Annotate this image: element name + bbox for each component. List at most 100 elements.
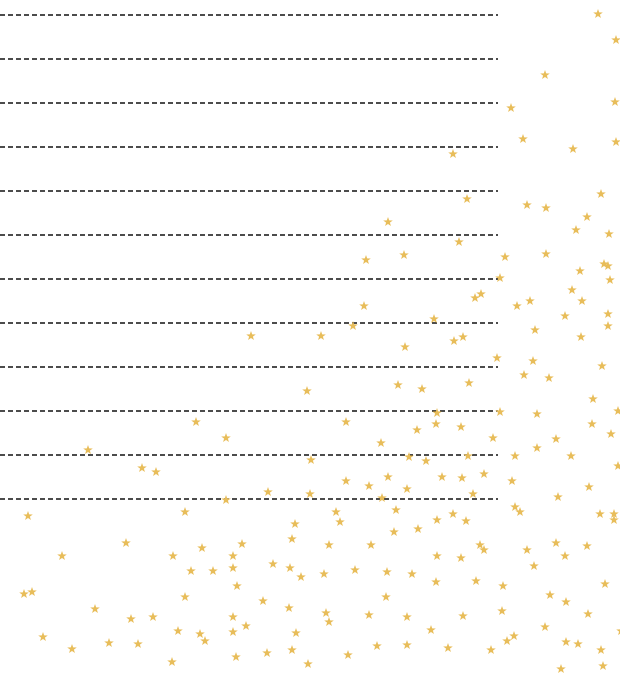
star-icon (509, 631, 519, 641)
star-icon (448, 149, 458, 159)
star-icon (573, 639, 583, 649)
star-icon (121, 538, 131, 548)
star-icon (382, 567, 392, 577)
star-icon (432, 408, 442, 418)
star-icon (443, 643, 453, 653)
star-icon (556, 664, 566, 674)
star-icon (506, 103, 516, 113)
star-icon (597, 361, 607, 371)
star-icon (571, 225, 581, 235)
star-icon (519, 370, 529, 380)
star-icon (544, 373, 554, 383)
star-icon (296, 572, 306, 582)
star-icon (23, 511, 33, 521)
star-icon (457, 473, 467, 483)
star-icon (532, 443, 542, 453)
star-icon (551, 434, 561, 444)
star-icon (383, 472, 393, 482)
star-icon (458, 611, 468, 621)
star-icon (413, 524, 423, 534)
star-icon (173, 626, 183, 636)
star-icon (560, 311, 570, 321)
star-icon (595, 509, 605, 519)
star-icon (561, 637, 571, 647)
star-icon (421, 456, 431, 466)
star-icon (610, 97, 620, 107)
star-icon (596, 189, 606, 199)
star-icon (19, 589, 29, 599)
star-icon (603, 321, 613, 331)
star-icon (463, 451, 473, 461)
star-icon (341, 476, 351, 486)
star-icon (518, 134, 528, 144)
star-icon (262, 648, 272, 658)
star-icon (319, 569, 329, 579)
star-icon (540, 622, 550, 632)
star-icon (611, 137, 620, 147)
star-icon (133, 639, 143, 649)
star-icon (302, 386, 312, 396)
star-icon (529, 561, 539, 571)
star-icon (221, 433, 231, 443)
star-icon (361, 255, 371, 265)
star-icon (567, 285, 577, 295)
star-icon (67, 644, 77, 654)
star-icon (151, 467, 161, 477)
star-icon (400, 342, 410, 352)
star-icon (402, 640, 412, 650)
star-icon (593, 9, 603, 19)
star-icon (263, 487, 273, 497)
star-icon (366, 540, 376, 550)
star-icon (605, 275, 615, 285)
star-icon (528, 356, 538, 366)
star-icon (432, 515, 442, 525)
star-icon (364, 481, 374, 491)
star-icon (335, 517, 345, 527)
star-icon (285, 563, 295, 573)
star-icon (470, 293, 480, 303)
star-icon (462, 194, 472, 204)
star-icon (512, 301, 522, 311)
star-icon (27, 587, 37, 597)
star-icon (402, 484, 412, 494)
star-icon (287, 534, 297, 544)
star-icon (341, 417, 351, 427)
star-icon (324, 540, 334, 550)
star-icon (324, 617, 334, 627)
star-icon (303, 659, 313, 669)
star-icon (510, 451, 520, 461)
star-icon (613, 461, 620, 471)
star-icon (500, 252, 510, 262)
star-icon (495, 273, 505, 283)
star-icon (486, 645, 496, 655)
star-icon (530, 325, 540, 335)
star-icon (350, 565, 360, 575)
star-icon (560, 551, 570, 561)
star-icon (566, 451, 576, 461)
star-icon (532, 409, 542, 419)
star-icon (331, 507, 341, 517)
star-icon (197, 543, 207, 553)
star-icon (604, 229, 614, 239)
star-icon (364, 610, 374, 620)
star-icon (268, 559, 278, 569)
star-icon (57, 551, 67, 561)
star-icon (359, 301, 369, 311)
stars-group (19, 9, 620, 674)
star-icon (228, 563, 238, 573)
star-icon (525, 296, 535, 306)
star-icon (284, 603, 294, 613)
dashed-lines-group (0, 14, 498, 500)
star-icon (431, 419, 441, 429)
star-icon (437, 472, 447, 482)
star-icon (561, 597, 571, 607)
star-icon (38, 632, 48, 642)
star-icon (407, 569, 417, 579)
star-icon (479, 469, 489, 479)
star-icon (305, 489, 315, 499)
star-icon (613, 406, 620, 416)
star-icon (545, 590, 555, 600)
star-icon (502, 636, 512, 646)
star-icon (588, 394, 598, 404)
